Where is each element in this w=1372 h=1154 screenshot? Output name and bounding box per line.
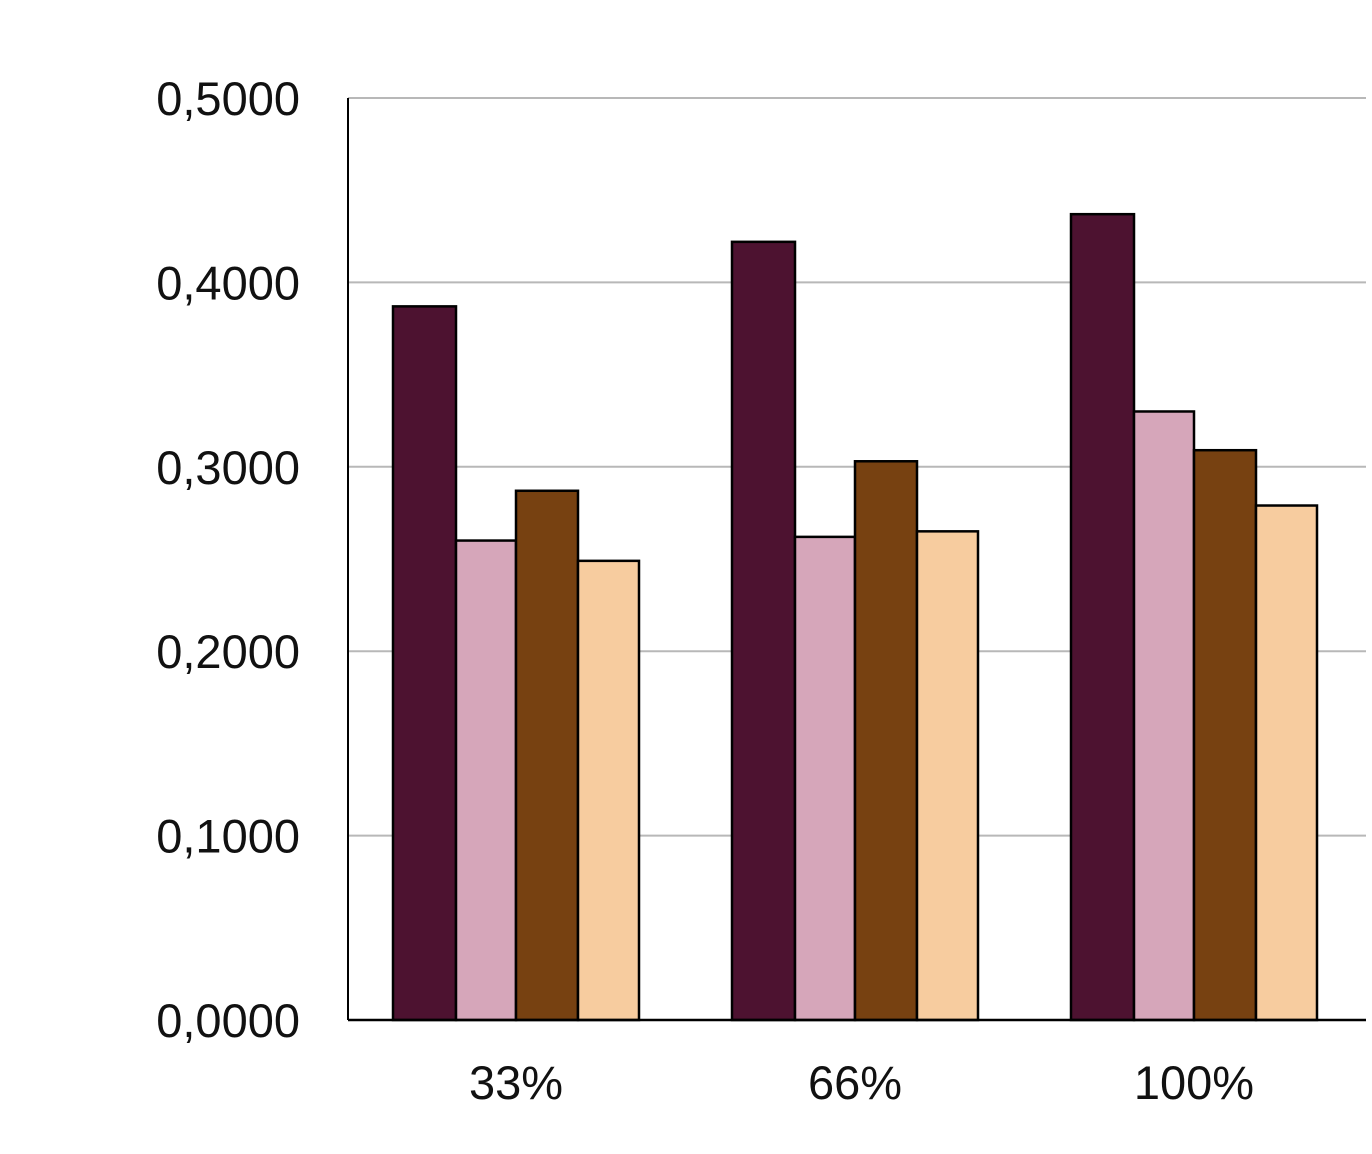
y-tick-label: 0,2000 [156,625,300,678]
y-tick-label: 0,0000 [156,994,300,1047]
bar [730,240,797,1022]
y-tick-label: 0,1000 [156,810,300,863]
x-category-label: 100% [1134,1056,1254,1109]
bar [915,530,980,1022]
bar [454,539,518,1022]
y-tick-label: 0,5000 [156,72,300,125]
x-category-label: 66% [808,1056,902,1109]
y-tick-label: 0,4000 [156,256,300,309]
bar [391,305,458,1022]
x-category-label: 33% [469,1056,563,1109]
bar [1132,410,1196,1022]
y-tick-label: 0,3000 [156,441,300,494]
bar [1254,504,1319,1022]
axes [347,98,1366,1022]
bars [391,212,1319,1022]
bar [576,559,641,1022]
bar [514,489,580,1022]
y-axis-tick-labels: 0,0000 0,1000 0,2000 0,3000 0,4000 0,5000 [156,72,300,1047]
bar [1069,212,1136,1022]
bar [853,460,919,1022]
bar [1192,448,1258,1022]
x-axis-category-labels: 33% 66% 100% [469,1056,1254,1109]
bar [793,535,857,1022]
